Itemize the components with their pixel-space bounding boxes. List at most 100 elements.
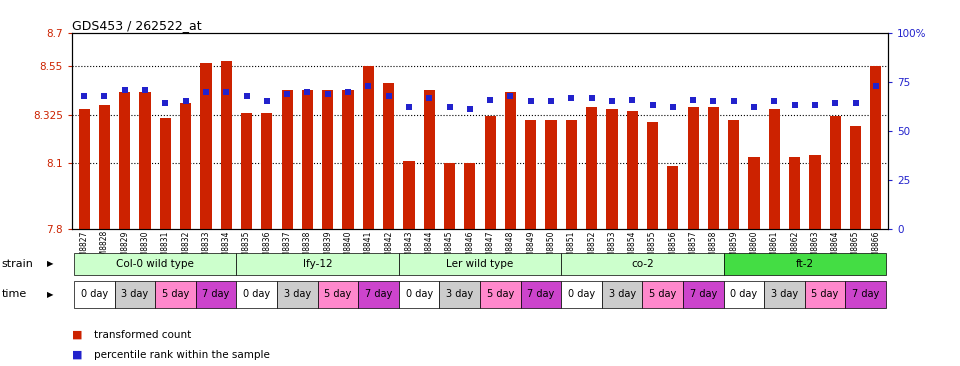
- Text: 7 day: 7 day: [527, 289, 555, 299]
- Point: [421, 95, 437, 101]
- Bar: [465, 164, 475, 229]
- Bar: [586, 107, 597, 229]
- Point: [157, 101, 173, 107]
- Bar: [850, 127, 861, 229]
- Text: 3 day: 3 day: [609, 289, 636, 299]
- FancyBboxPatch shape: [398, 253, 562, 275]
- Point: [219, 89, 234, 94]
- Text: 5 day: 5 day: [324, 289, 351, 299]
- Point: [77, 93, 92, 98]
- Bar: [687, 107, 699, 229]
- Bar: [728, 120, 739, 229]
- Text: 7 day: 7 day: [365, 289, 392, 299]
- Text: 5 day: 5 day: [649, 289, 676, 299]
- Point: [645, 102, 660, 108]
- Point: [665, 104, 681, 110]
- Point: [137, 87, 153, 93]
- Point: [97, 93, 112, 98]
- Text: strain: strain: [2, 259, 34, 269]
- Bar: [343, 90, 353, 229]
- Point: [848, 101, 863, 107]
- FancyBboxPatch shape: [196, 281, 236, 308]
- Bar: [241, 113, 252, 229]
- Point: [503, 93, 518, 98]
- FancyBboxPatch shape: [74, 281, 114, 308]
- Bar: [79, 109, 90, 229]
- Text: co-2: co-2: [631, 259, 654, 269]
- Bar: [749, 157, 759, 229]
- Point: [625, 97, 640, 102]
- Point: [279, 91, 295, 97]
- Bar: [403, 161, 415, 229]
- Point: [828, 101, 843, 107]
- Bar: [565, 120, 577, 229]
- Text: GDS453 / 262522_at: GDS453 / 262522_at: [72, 19, 202, 32]
- Text: 5 day: 5 day: [487, 289, 514, 299]
- Text: ▶: ▶: [47, 259, 53, 268]
- Text: 3 day: 3 day: [446, 289, 473, 299]
- Bar: [789, 157, 801, 229]
- Text: 0 day: 0 day: [405, 289, 433, 299]
- Bar: [323, 90, 333, 229]
- Point: [320, 91, 335, 97]
- Bar: [301, 90, 313, 229]
- Point: [117, 87, 132, 93]
- FancyBboxPatch shape: [562, 281, 602, 308]
- FancyBboxPatch shape: [277, 281, 318, 308]
- Bar: [545, 120, 557, 229]
- Point: [787, 102, 803, 108]
- Bar: [423, 90, 435, 229]
- FancyBboxPatch shape: [804, 281, 846, 308]
- Bar: [221, 61, 232, 229]
- Text: percentile rank within the sample: percentile rank within the sample: [94, 350, 270, 360]
- FancyBboxPatch shape: [74, 253, 236, 275]
- Text: 5 day: 5 day: [811, 289, 839, 299]
- Text: 3 day: 3 day: [284, 289, 311, 299]
- Text: Col-0 wild type: Col-0 wild type: [116, 259, 194, 269]
- Point: [259, 98, 275, 104]
- Bar: [159, 118, 171, 229]
- Point: [604, 98, 619, 104]
- FancyBboxPatch shape: [358, 281, 398, 308]
- Bar: [870, 66, 881, 229]
- Bar: [201, 63, 211, 229]
- Bar: [119, 92, 131, 229]
- Point: [767, 98, 782, 104]
- Point: [361, 83, 376, 89]
- Bar: [383, 83, 395, 229]
- Bar: [769, 109, 780, 229]
- FancyBboxPatch shape: [683, 281, 724, 308]
- Bar: [607, 109, 617, 229]
- Bar: [647, 122, 659, 229]
- Text: 0 day: 0 day: [243, 289, 271, 299]
- Text: 0 day: 0 day: [731, 289, 757, 299]
- Point: [483, 97, 498, 102]
- Point: [401, 104, 417, 110]
- FancyBboxPatch shape: [480, 281, 520, 308]
- Bar: [139, 92, 151, 229]
- Point: [868, 83, 883, 89]
- FancyBboxPatch shape: [398, 281, 440, 308]
- Bar: [99, 105, 110, 229]
- Text: 7 day: 7 day: [203, 289, 229, 299]
- FancyBboxPatch shape: [642, 281, 683, 308]
- Bar: [829, 116, 841, 229]
- Point: [706, 98, 721, 104]
- Text: Ler wild type: Ler wild type: [446, 259, 514, 269]
- Text: ▶: ▶: [47, 290, 53, 299]
- Bar: [505, 92, 516, 229]
- Point: [381, 93, 396, 98]
- Point: [685, 97, 701, 102]
- Point: [523, 98, 539, 104]
- Point: [584, 95, 599, 101]
- Bar: [708, 107, 719, 229]
- Text: 7 day: 7 day: [852, 289, 879, 299]
- Point: [564, 95, 579, 101]
- Bar: [525, 120, 537, 229]
- Point: [462, 107, 477, 112]
- FancyBboxPatch shape: [236, 281, 277, 308]
- Text: ft-2: ft-2: [796, 259, 814, 269]
- FancyBboxPatch shape: [846, 281, 886, 308]
- Bar: [485, 116, 495, 229]
- FancyBboxPatch shape: [724, 281, 764, 308]
